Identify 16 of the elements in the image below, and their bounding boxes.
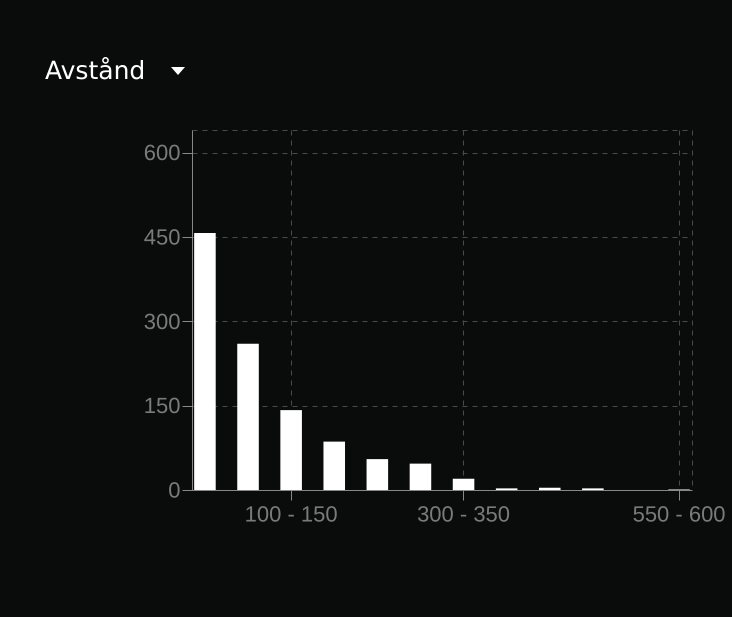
bar [323,442,346,490]
x-tick-label: 300 - 350 [417,502,510,526]
x-tick-label: 550 - 600 [632,502,726,526]
x-tick-label: 100 - 150 [244,502,338,526]
y-tick-label: 0 [168,478,180,502]
y-tick-label: 600 [144,140,180,165]
bar [366,459,388,490]
y-tick-label: 150 [144,393,180,418]
y-tick-label: 450 [144,224,180,250]
bar [410,464,432,490]
bar [237,344,259,490]
y-tick-label: 300 [144,308,180,334]
bar [452,478,474,490]
bar [194,232,216,490]
chart-title: Avstånd [45,56,146,85]
bar [280,410,302,490]
